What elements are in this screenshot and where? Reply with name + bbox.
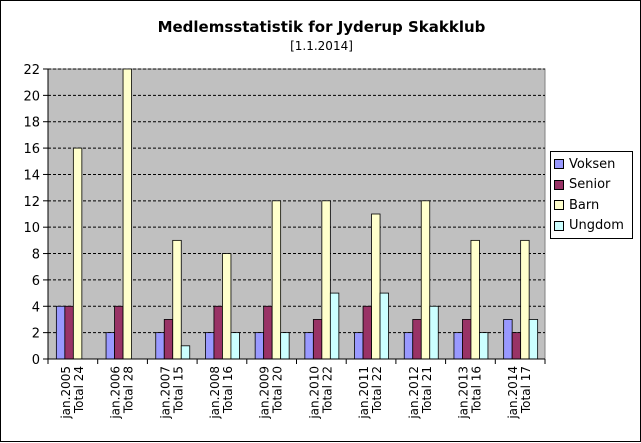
bar-senior [511, 332, 522, 360]
x-category-label-line2: Total 16 [221, 366, 235, 414]
legend: Voksen Senior Barn Ungdom [550, 151, 633, 239]
x-category-label-line1: jan.2009 [258, 366, 272, 420]
bar-barn [470, 239, 480, 360]
chart-title: Medlemsstatistik for Jyderup Skakklub [157, 18, 486, 36]
x-category-label-line2: Total 24 [72, 366, 86, 414]
y-tick-label: 6 [32, 274, 40, 289]
bar-barn [420, 200, 431, 360]
y-tick-label: 12 [23, 195, 40, 210]
bar-voksen [453, 332, 463, 360]
bar-senior [312, 319, 323, 360]
legend-item: Barn [554, 195, 632, 216]
bar-ungdom [180, 345, 191, 360]
legend-item: Voksen [554, 154, 632, 175]
legend-label: Ungdom [569, 218, 624, 234]
bar-barn [222, 253, 232, 360]
bar-senior [362, 305, 372, 360]
x-category-label-line2: Total 21 [420, 366, 434, 414]
legend-swatch [554, 220, 564, 231]
y-tick-label: 8 [32, 248, 40, 263]
x-category-label-line1: jan.2013 [456, 366, 470, 420]
bar-senior [163, 319, 174, 360]
y-tick-label: 14 [23, 168, 40, 183]
bar-voksen [155, 332, 165, 360]
bar-barn [122, 68, 132, 360]
x-category-label-line2: Total 22 [370, 366, 384, 414]
x-category-label-line1: jan.2014 [506, 366, 520, 420]
y-tick-label: 10 [23, 221, 40, 236]
x-category-label-line2: Total 16 [469, 366, 483, 414]
bar-ungdom [429, 305, 439, 360]
bar-voksen [105, 332, 115, 360]
bar-senior [263, 305, 273, 360]
bar-senior [213, 305, 223, 360]
x-category-label-line1: jan.2011 [357, 366, 371, 420]
bar-ungdom [280, 332, 290, 360]
bar-senior [412, 319, 422, 360]
bar-voksen [403, 332, 414, 360]
y-tick-label: 16 [23, 142, 40, 157]
bar-ungdom [230, 332, 240, 360]
x-category-label-line2: Total 22 [320, 366, 334, 414]
bar-senior [462, 319, 472, 360]
bar-voksen [254, 332, 265, 360]
bar-ungdom [528, 319, 539, 360]
x-category-label-line1: jan.2010 [307, 366, 321, 420]
x-category-label-line1: jan.2012 [407, 366, 421, 420]
x-category-label-line2: Total 20 [271, 366, 285, 414]
y-tick-label: 20 [23, 89, 40, 104]
bar-barn [371, 213, 381, 360]
x-category-label-line1: jan.2005 [59, 366, 73, 420]
y-tick-label: 4 [32, 300, 40, 315]
bar-senior [64, 305, 74, 360]
legend-swatch [554, 200, 564, 211]
bar-voksen [55, 305, 66, 360]
y-tick-label: 22 [23, 63, 40, 78]
chart-subtitle: [1.1.2014] [290, 39, 353, 53]
legend-item: Senior [554, 175, 632, 196]
bar-voksen [503, 319, 513, 360]
x-category-label-line1: jan.2006 [109, 366, 123, 420]
bar-ungdom [379, 292, 389, 360]
legend-swatch [554, 179, 564, 190]
legend-swatch [554, 159, 564, 170]
x-category-label-line1: jan.2007 [158, 366, 172, 420]
bar-barn [520, 239, 530, 360]
legend-label: Voksen [569, 156, 616, 172]
legend-label: Senior [569, 177, 611, 193]
bar-barn [172, 239, 182, 360]
x-category-label-line2: Total 28 [122, 366, 136, 414]
bar-voksen [304, 332, 314, 360]
bar-voksen [205, 332, 215, 360]
bar-ungdom [329, 292, 340, 360]
y-tick-label: 0 [32, 353, 40, 368]
x-category-label-line1: jan.2008 [208, 366, 222, 420]
bar-ungdom [479, 332, 489, 360]
bar-barn [321, 200, 331, 360]
bar-voksen [354, 332, 364, 360]
bar-senior [114, 305, 124, 360]
x-category-label-line2: Total 17 [519, 366, 533, 414]
y-tick-label: 18 [23, 116, 40, 131]
legend-label: Barn [569, 197, 600, 213]
x-category-label-line2: Total 15 [171, 366, 185, 414]
bar-barn [72, 147, 83, 360]
bar-barn [271, 200, 282, 360]
y-tick-label: 2 [32, 327, 40, 342]
legend-item: Ungdom [554, 216, 632, 237]
